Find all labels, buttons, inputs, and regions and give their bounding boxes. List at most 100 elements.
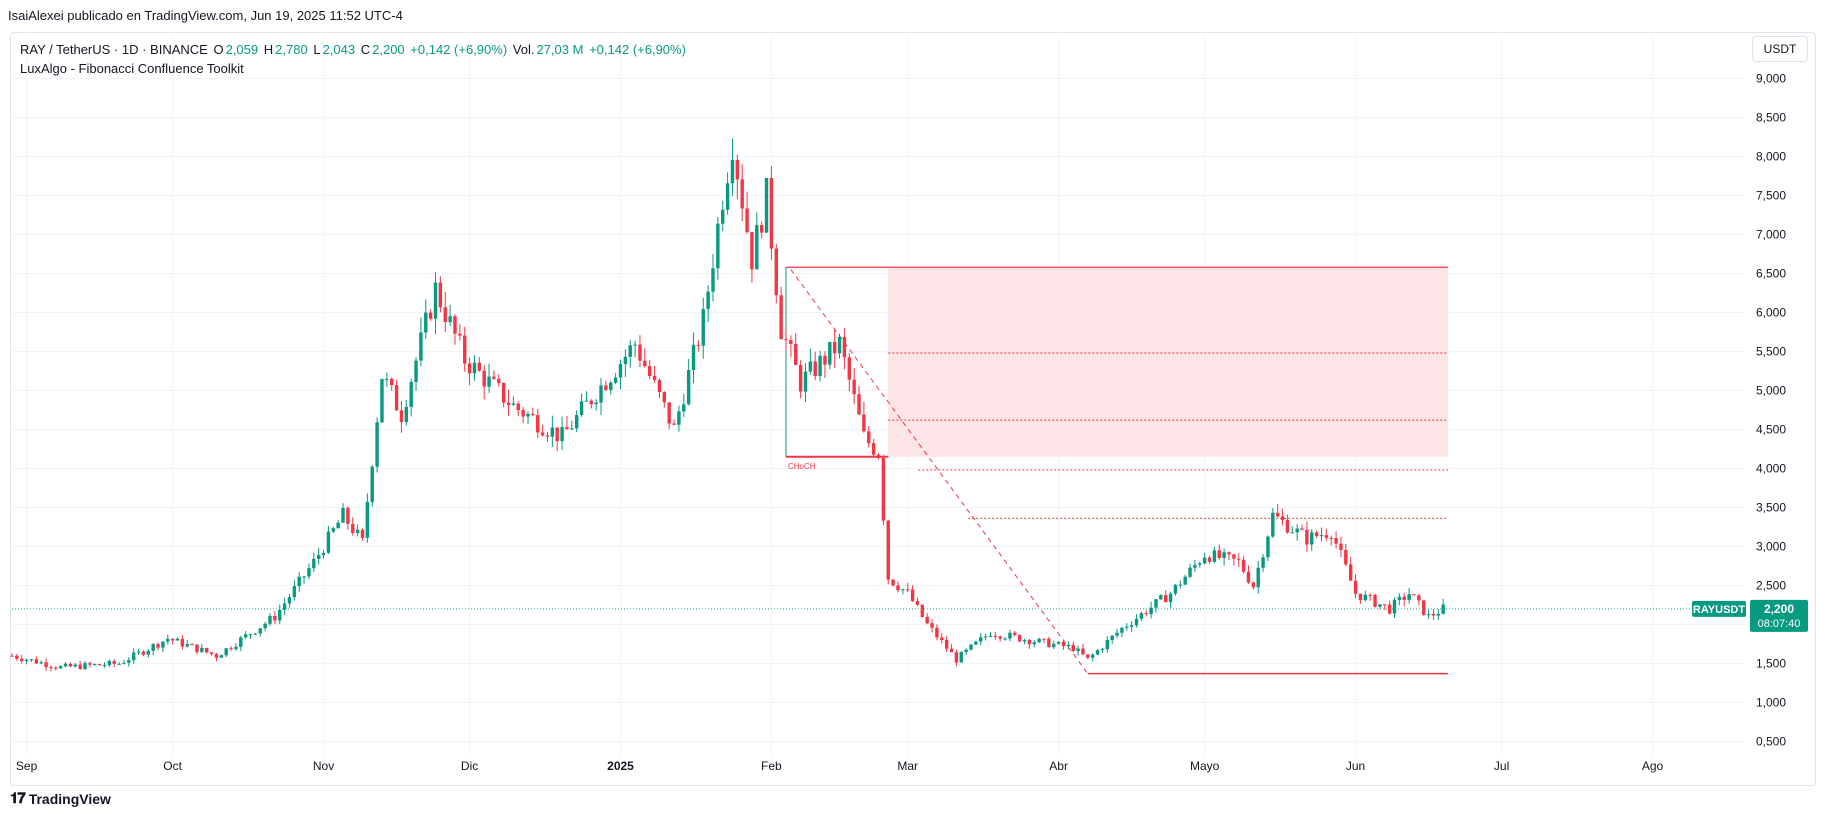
candle-body <box>1207 557 1212 562</box>
candle-body <box>1368 594 1372 596</box>
candle-body <box>609 382 613 390</box>
candle-body <box>584 400 589 402</box>
candle-body <box>677 411 681 425</box>
candle-body <box>263 623 267 629</box>
candle-body <box>686 370 691 405</box>
candle-body <box>20 658 24 662</box>
x-tick-label: Feb <box>761 759 782 773</box>
currency-button[interactable]: USDT <box>1752 36 1808 62</box>
symbol-info[interactable]: RAY / TetherUS · 1D · BINANCE <box>20 42 208 57</box>
candle-body <box>1042 638 1046 640</box>
candle-body <box>735 159 740 180</box>
candle-body <box>117 663 121 665</box>
candle-body <box>127 660 131 663</box>
y-tick-label: 6,000 <box>1756 306 1786 320</box>
candle-body <box>1095 650 1100 655</box>
candle-body <box>993 635 998 637</box>
candle-body <box>419 332 423 361</box>
candle-body <box>1027 639 1032 645</box>
candle-body <box>832 341 837 354</box>
candle-body <box>1071 644 1075 652</box>
candle-body <box>234 646 238 650</box>
candle-body <box>540 432 545 436</box>
candle-body <box>983 636 988 638</box>
candle-body <box>940 637 944 640</box>
candle-body <box>1105 640 1109 650</box>
candle-body <box>910 589 915 602</box>
candle-body <box>930 623 934 628</box>
candle-body <box>1159 595 1163 600</box>
candle-body <box>1173 584 1178 594</box>
candle-body <box>1280 516 1285 520</box>
candle-body <box>78 664 82 669</box>
candle-body <box>131 652 136 661</box>
candle-body <box>1193 564 1197 568</box>
candle-body <box>433 282 438 319</box>
candle-body <box>1134 618 1139 626</box>
candle-body <box>1251 582 1256 588</box>
candle-body <box>886 520 890 580</box>
candle-body <box>594 402 598 405</box>
candle-body <box>453 316 457 334</box>
candle-body <box>1383 604 1387 606</box>
candle-body <box>1378 604 1382 607</box>
candle-body <box>1402 596 1406 600</box>
candle-body <box>531 413 535 416</box>
candle-body <box>29 659 34 661</box>
x-tick-label: Jul <box>1494 759 1509 773</box>
candle-body <box>774 248 778 296</box>
candle-body <box>852 379 856 395</box>
candle-body <box>1222 552 1226 558</box>
price-tag-box <box>1750 599 1808 632</box>
candle-body <box>798 364 803 392</box>
candle-body <box>482 370 486 387</box>
candle-body <box>166 638 170 642</box>
y-tick-label: 1,500 <box>1756 657 1786 671</box>
candle-body <box>214 654 219 658</box>
candle-body <box>209 652 214 655</box>
y-tick-label: 4,500 <box>1756 423 1786 437</box>
candle-body <box>253 633 258 635</box>
candle-body <box>1144 613 1148 615</box>
candle-body <box>667 402 671 424</box>
candle-body <box>784 339 788 341</box>
candle-body <box>93 664 97 666</box>
candle-body <box>1120 627 1124 633</box>
candle-body <box>1061 641 1066 647</box>
candle-body <box>1115 632 1119 636</box>
candle-body <box>1261 557 1265 568</box>
candle-body <box>1417 595 1421 601</box>
candle-body <box>151 644 155 651</box>
candle-body <box>1149 607 1153 615</box>
candle-body <box>857 394 861 415</box>
candle-body <box>492 376 496 379</box>
candle-body <box>1017 634 1022 642</box>
indicator-name[interactable]: LuxAlgo - Fibonacci Confluence Toolkit <box>20 61 244 76</box>
candle-body <box>891 579 895 586</box>
candle-body <box>312 558 316 569</box>
candle-body <box>307 568 311 577</box>
candle-body <box>273 616 277 621</box>
candle-body <box>224 648 228 656</box>
candle-body <box>691 344 696 371</box>
candle-body <box>1275 512 1280 517</box>
candle-body <box>657 379 662 393</box>
candle-body <box>63 663 68 667</box>
candle-body <box>1129 625 1134 627</box>
candle-body <box>901 589 905 591</box>
candle-body <box>876 454 881 458</box>
candle-body <box>205 647 209 653</box>
candle-body <box>755 225 759 270</box>
candle-body <box>112 660 116 664</box>
candle-body <box>1329 537 1333 539</box>
candle-body <box>979 637 983 642</box>
candle-body <box>404 406 409 423</box>
candle-body <box>818 355 822 377</box>
candle-body <box>1008 632 1012 639</box>
candle-body <box>759 225 764 233</box>
candle-body <box>1003 638 1007 640</box>
tradingview-logo[interactable]: 𝟏𝟕 TradingView <box>10 790 111 807</box>
candle-body <box>141 651 146 655</box>
x-tick-label: Jun <box>1346 759 1365 773</box>
